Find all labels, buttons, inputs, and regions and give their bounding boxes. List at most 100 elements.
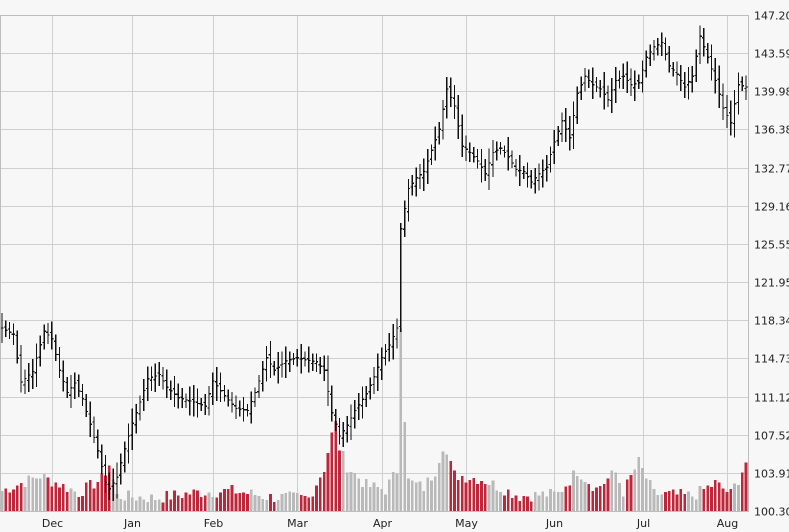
volume-bar [702,488,706,511]
volume-bar [12,489,15,511]
y-tick-label: 147.20 [754,10,789,23]
volume-bar [391,471,395,511]
price-candle [399,222,403,333]
volume-bar [583,481,587,511]
volume-bar [744,462,748,511]
volume-bar [318,477,322,511]
volume-bar [15,485,19,511]
price-candle [130,408,135,451]
price-candle [176,383,181,409]
price-candle [80,384,85,407]
price-candle [414,167,418,197]
price-candle [184,393,188,409]
price-candle [537,163,541,191]
volume-bar [177,495,180,511]
volume-bar [698,485,702,511]
volume-bar [437,463,441,511]
price-candle [544,155,549,182]
volume-bar [411,480,414,511]
price-candle [456,94,461,140]
volume-bar [579,479,583,511]
volume-bar [234,493,238,511]
volume-bar [73,491,77,511]
volume-bar [215,497,219,511]
volume-bar [468,480,472,511]
price-candle [234,395,238,419]
price-candle [145,366,150,401]
price-candle [61,360,66,392]
price-candle [96,429,100,459]
volume-bar [740,472,744,511]
volume-bar [211,496,215,511]
volume-bar [307,497,311,511]
volume-bar [84,482,88,511]
volume-bar [292,492,295,511]
y-tick-label: 103.91 [754,468,789,481]
price-candle [640,60,645,93]
volume-bar [614,472,618,511]
price-candle [310,353,315,372]
price-candle [598,79,603,98]
volume-bar [0,490,4,511]
price-candle [356,392,361,420]
price-candle [736,72,741,115]
volume-bar [645,478,648,511]
volume-bar [42,474,46,511]
x-axis: Dec Jan Feb Mar Apr May Jun Jul Aug [42,517,738,530]
price-candle [207,386,211,416]
volume-bar [81,496,84,511]
volume-bar [280,493,284,511]
price-candle [410,174,415,196]
price-candle [422,158,426,191]
x-tick-label: Apr [373,517,393,530]
volume-bar [188,494,192,511]
price-candle [69,375,73,408]
volume-bar [453,470,456,511]
volume-bar [131,497,134,511]
volume-bar [242,492,245,511]
price-candle [50,321,54,350]
volume-bar [169,499,173,511]
volume-bar [618,483,621,511]
x-tick-label: Mar [287,517,308,530]
price-candle [525,162,530,188]
price-candle [671,61,675,77]
price-candle [395,318,399,349]
price-candle [268,340,273,378]
price-candle [648,44,652,66]
y-tick-label: 132.77 [754,163,789,176]
price-candle [73,372,77,399]
price-candle [291,352,296,365]
volume-bar [19,483,23,511]
volume-bar [31,477,34,511]
volume-bar [61,483,65,511]
x-tick-label: Aug [717,517,738,530]
volume-bar [180,497,184,511]
price-candle [744,75,748,100]
volume-bar [522,496,525,511]
price-candle [475,149,480,169]
volume-bar [361,486,364,511]
volume-bar [299,494,303,511]
volume-bar [230,484,234,511]
volume-bar [510,497,514,511]
price-candle [103,455,108,493]
volume-bar [733,483,736,511]
price-candle [567,115,572,151]
volume-bar [664,491,667,511]
volume-bar [269,493,272,511]
price-candle [391,324,395,360]
price-candle [122,441,127,473]
volume-bar [449,460,453,511]
y-tick-label: 136.38 [754,124,789,137]
price-candle [195,388,200,418]
price-candle [686,66,691,100]
y-tick-label: 143.59 [754,48,789,61]
price-candle [740,76,744,91]
price-candle [215,366,219,401]
volume-bar [595,487,598,511]
volume-bar [441,451,445,511]
volume-bar [503,495,506,511]
volume-bar [434,476,437,511]
volume-bar [357,478,360,511]
